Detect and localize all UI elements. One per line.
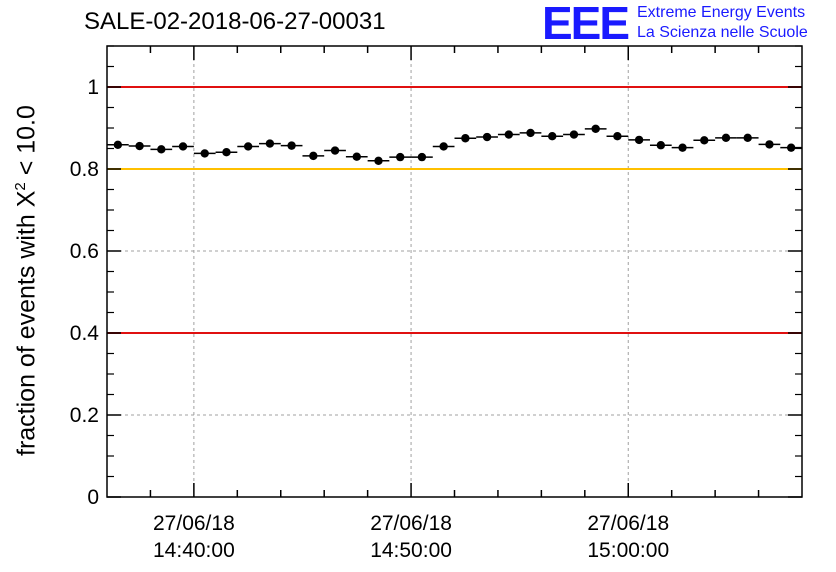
y-tick-label-0: 0: [87, 486, 99, 509]
data-point-15: [439, 142, 448, 151]
logo-line-2: La Scienza nelle Scuole: [637, 24, 808, 41]
y-tick-label-3: 0.6: [70, 240, 99, 263]
data-point-31: [786, 143, 796, 152]
data-point-4: [200, 149, 209, 158]
data-point-22: [591, 124, 600, 134]
data-point-9: [309, 151, 318, 161]
y-axis-label-sup: 2: [12, 182, 29, 191]
data-point-18: [504, 130, 513, 139]
x-tick-label-date-0: 27/06/18: [153, 512, 235, 535]
data-point-27: [700, 136, 709, 145]
x-tick-label-date-1: 27/06/18: [370, 512, 452, 535]
data-point-5: [222, 147, 231, 157]
data-point-7: [265, 139, 275, 148]
tick-labels: 0 0.2 0.4 0.6 0.8 1 27/06/18 14:40:00 27/06/18 14…: [70, 76, 669, 562]
data-points: [107, 124, 802, 165]
data-point-14: [417, 152, 427, 162]
y-tick-label-1: 0.2: [70, 404, 99, 427]
axis-ticks: [107, 45, 802, 498]
data-point-8: [287, 141, 296, 150]
y-axis-label: fraction of events with X2 < 10.0: [12, 105, 41, 456]
data-point-0: [113, 140, 123, 150]
chart-title: SALE-02-2018-06-27-00031: [84, 8, 386, 35]
y-tick-label-2: 0.4: [70, 322, 100, 345]
data-point-1: [135, 141, 144, 151]
data-point-21: [569, 130, 579, 139]
data-point-28: [721, 133, 731, 143]
data-point-11: [352, 152, 361, 161]
plot-frame: [106, 45, 803, 498]
data-point-3: [178, 142, 188, 151]
data-point-12: [374, 156, 383, 165]
x-tick-label-time-0: 14:40:00: [153, 539, 235, 562]
data-point-20: [548, 132, 557, 141]
y-tick-label-4: 0.8: [70, 158, 99, 181]
reference-lines: [107, 86, 802, 334]
y-axis-label-prefix: fraction of events with X: [12, 190, 41, 456]
grid-lines: [107, 46, 802, 497]
data-point-6: [243, 142, 253, 151]
data-point-25: [656, 141, 666, 150]
data-point-19: [526, 128, 535, 138]
data-point-30: [765, 140, 774, 149]
data-point-17: [482, 132, 492, 142]
eee-logo-mark: EEE: [542, 0, 630, 49]
x-tick-label-time-2: 15:00:00: [587, 539, 669, 562]
y-axis-label-suffix: < 10.0: [12, 105, 41, 183]
data-point-10: [330, 146, 340, 155]
data-point-26: [678, 143, 687, 152]
data-point-24: [634, 135, 644, 145]
data-point-29: [743, 133, 752, 143]
data-point-16: [461, 134, 470, 143]
data-point-2: [157, 145, 166, 154]
data-point-13: [396, 152, 405, 162]
x-tick-label-date-2: 27/06/18: [587, 512, 669, 535]
data-point-23: [613, 132, 622, 141]
x-tick-label-time-1: 14:50:00: [370, 539, 452, 562]
y-tick-label-5: 1: [87, 76, 99, 99]
logo-line-1: Extreme Energy Events: [637, 4, 806, 21]
